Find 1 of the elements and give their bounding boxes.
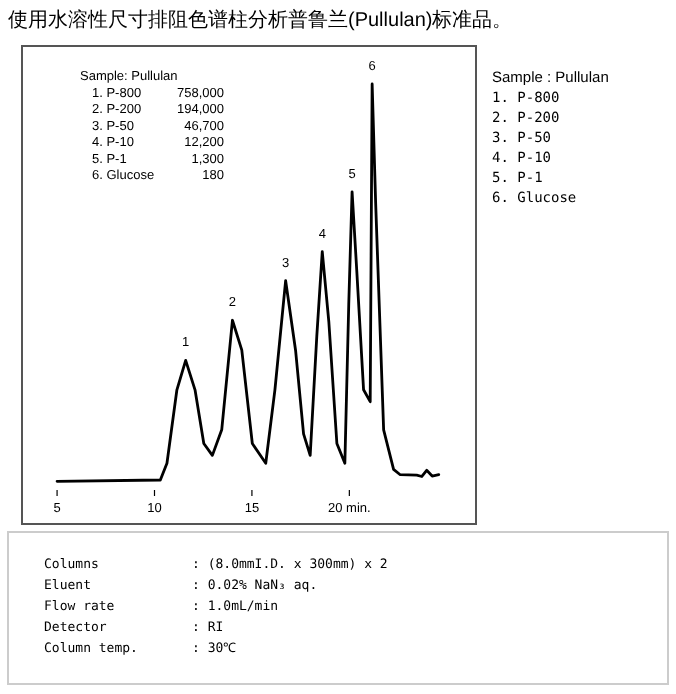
chart-title: 使用水溶性尺寸排阻色谱柱分析普鲁兰(Pullulan)标准品。 [8,8,513,32]
